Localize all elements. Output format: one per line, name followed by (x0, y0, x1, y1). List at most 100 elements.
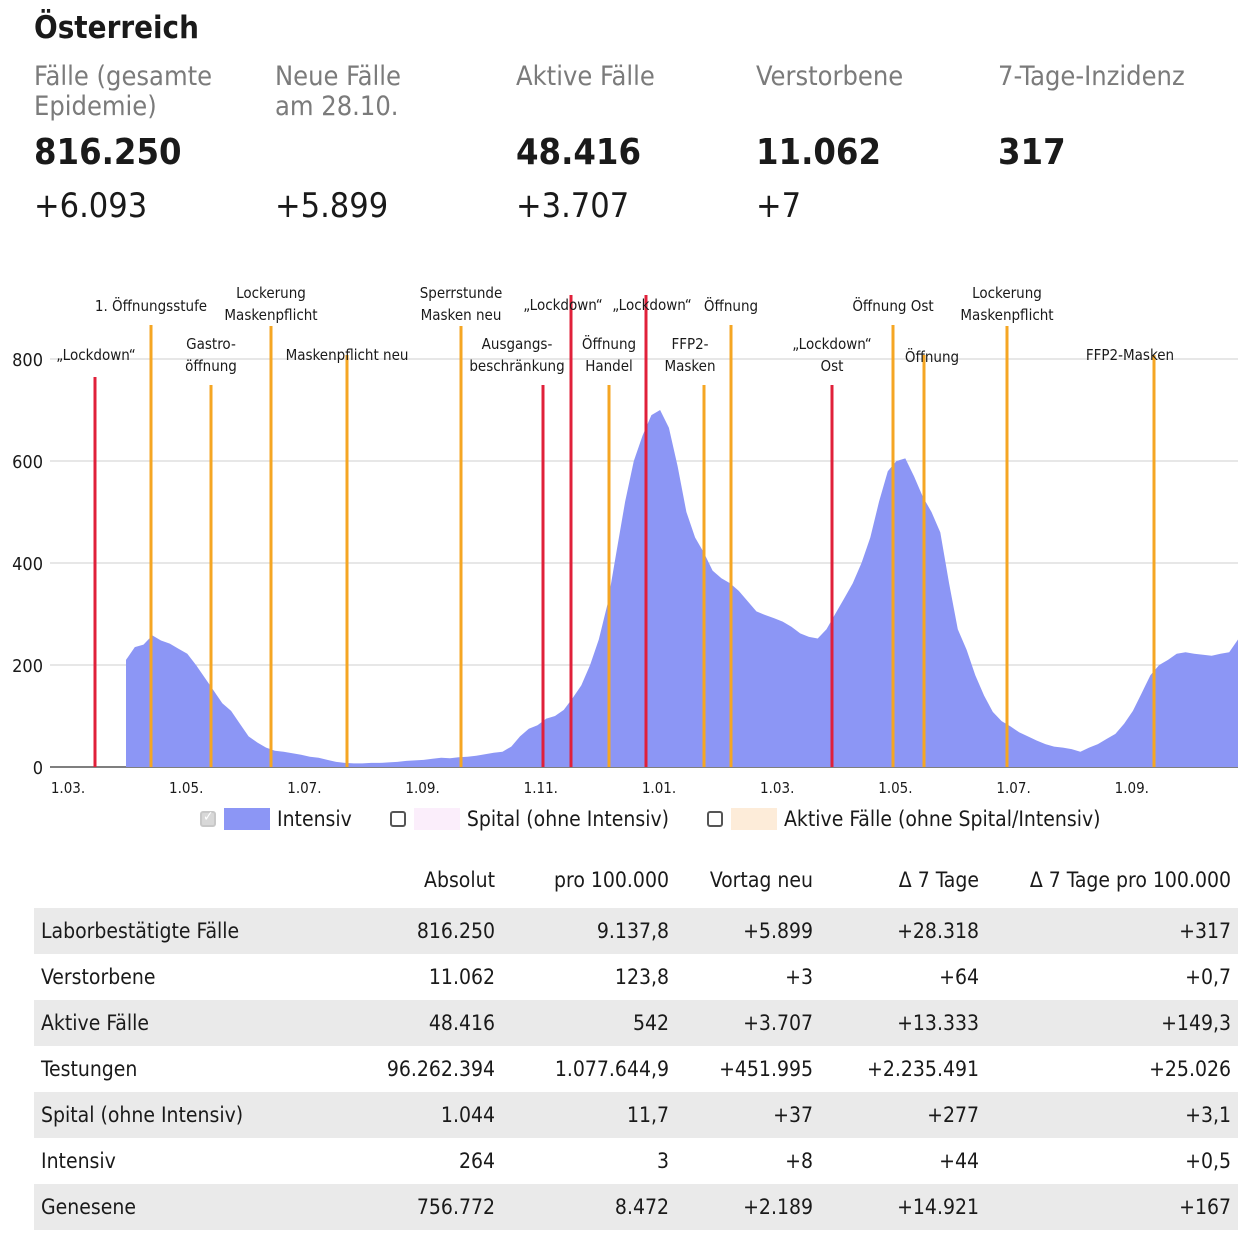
cell-delta-7d-per-100k: +0,7 (1185, 965, 1231, 989)
stat-active-cases: Aktive Fälle 48.416 +3.707 (516, 62, 746, 232)
cell-delta-7d: +2.235.491 (867, 1057, 979, 1081)
cell-absolute: 48.416 (348, 1000, 502, 1046)
stat-new-cases: Neue Fälle am 28.10. +5.899 (275, 62, 505, 232)
x-tick-label: 1.11. (524, 779, 558, 797)
stat-label: 7-Tage-Inzidenz (998, 61, 1185, 92)
row-label: Laborbestätigte Fälle (34, 908, 348, 954)
y-tick-label: 200 (12, 656, 43, 677)
legend-checkbox-intensive[interactable] (200, 809, 216, 827)
stat-value: 816.250 (34, 132, 182, 173)
table-row: Aktive Fälle 48.416 542 +3.707 +13.333 +… (34, 1000, 1238, 1046)
cell-delta-7d: +13.333 (820, 1000, 986, 1046)
cell-prev-day: +451.995 (719, 1057, 813, 1081)
stat-value: 11.062 (756, 132, 881, 173)
cell-delta-7d: +28.318 (820, 908, 986, 954)
stats-panel: Fälle (gesamte Epidemie) 816.250 +6.093 … (34, 62, 1244, 232)
cell-prev-day: +37 (676, 1092, 820, 1138)
row-label: Aktive Fälle (34, 1000, 348, 1046)
cell-absolute: 1.044 (348, 1092, 502, 1138)
event-label: Lockerung Maskenpflicht (224, 284, 317, 324)
table-row: Genesene 756.772 8.472 +2.189 +14.921 +1… (34, 1184, 1238, 1230)
x-tick-label: 1.03. (760, 779, 794, 797)
table-row: Testungen 96.262.394 1.077.644,9 +451.99… (34, 1046, 1238, 1092)
stat-delta: +3.707 (516, 186, 630, 226)
x-tick-label: 1.05. (169, 779, 203, 797)
cell-per-100k: 9.137,8 (502, 908, 676, 954)
legend-swatch-active (731, 808, 778, 830)
y-tick-label: 800 (12, 350, 43, 371)
cell-per-100k: 3 (656, 1149, 669, 1173)
chart-legend: Intensiv Spital (ohne Intensiv) Aktive F… (200, 802, 1139, 836)
event-label: 1. Öffnungsstufe (95, 296, 207, 315)
event-label: Öffnung Ost (852, 296, 933, 315)
y-tick-label: 600 (12, 452, 43, 473)
legend-swatch-hospital (413, 808, 460, 830)
stat-incidence: 7-Tage-Inzidenz 317 (998, 62, 1228, 180)
legend-label: Intensiv (277, 807, 352, 831)
x-tick-label: 1.07. (996, 779, 1030, 797)
cell-per-100k: 8.472 (502, 1184, 676, 1230)
x-tick-label: 1.09. (405, 779, 439, 797)
stat-label: Fälle (gesamte Epidemie) (34, 61, 213, 122)
event-label: Ausgangs-beschränkung (469, 335, 564, 375)
table-row: Intensiv 264 3 +8 +44 +0,5 (34, 1138, 1238, 1184)
cell-delta-7d-per-100k: +317 (986, 908, 1238, 954)
cell-per-100k: 11,7 (502, 1092, 676, 1138)
stat-label: Verstorbene (756, 61, 904, 92)
event-label: „Lockdown“ Ost (792, 335, 872, 375)
column-header: Absolut (424, 868, 495, 892)
x-tick-label: 1.01. (642, 779, 676, 797)
cell-delta-7d: +277 (820, 1092, 986, 1138)
event-label: FFP2-Masken (664, 335, 715, 375)
legend-item-active[interactable]: Aktive Fälle (ohne Spital/Intensiv) (707, 807, 1101, 831)
legend-swatch-intensive (224, 808, 270, 830)
column-header: Vortag neu (709, 868, 813, 892)
table-row: Laborbestätigte Fälle 816.250 9.137,8 +5… (34, 908, 1238, 954)
event-label: „Lockdown“ (523, 296, 603, 314)
column-header (34, 868, 348, 908)
stat-value: 48.416 (516, 132, 641, 173)
event-label: Sperrstunde Masken neu (420, 284, 503, 324)
cell-prev-day: +5.899 (676, 908, 820, 954)
row-label: Spital (ohne Intensiv) (34, 1092, 348, 1138)
stat-delta: +6.093 (34, 186, 148, 226)
cell-absolute: 264 (458, 1149, 495, 1173)
row-label: Testungen (41, 1057, 138, 1081)
cell-delta-7d-per-100k: +3,1 (986, 1092, 1238, 1138)
x-tick-label: 1.09. (1115, 779, 1149, 797)
event-label: Öffnung (905, 347, 959, 366)
cell-delta-7d-per-100k: +25.026 (1149, 1057, 1231, 1081)
cell-delta-7d-per-100k: +167 (986, 1184, 1238, 1230)
cell-per-100k: 123,8 (614, 965, 669, 989)
legend-item-intensive[interactable]: Intensiv (200, 807, 352, 831)
cell-per-100k: 1.077.644,9 (554, 1057, 669, 1081)
cell-delta-7d-per-100k: +0,5 (1185, 1149, 1231, 1173)
stat-deaths: Verstorbene 11.062 +7 (756, 62, 986, 232)
stat-value: 317 (998, 132, 1066, 173)
row-label: Genesene (34, 1184, 348, 1230)
event-label: FFP2-Masken (1086, 346, 1174, 364)
stat-value (275, 126, 505, 180)
column-header: Δ 7 Tage pro 100.000 (1029, 868, 1231, 892)
event-label: Öffnung (704, 296, 758, 315)
event-label: „Lockdown“ (56, 346, 136, 364)
x-tick-label: 1.07. (287, 779, 321, 797)
page-title: Österreich (34, 10, 199, 46)
legend-item-hospital[interactable]: Spital (ohne Intensiv) (389, 807, 670, 831)
statistics-table: Absolut pro 100.000 Vortag neu Δ 7 Tage … (34, 868, 1238, 1230)
legend-checkbox-active[interactable] (707, 811, 724, 827)
cell-delta-7d: +44 (939, 1149, 979, 1173)
legend-label: Spital (ohne Intensiv) (466, 807, 670, 831)
legend-checkbox-hospital[interactable] (389, 811, 406, 827)
event-label: Öffnung Handel (582, 334, 636, 375)
y-tick-label: 0 (33, 758, 43, 779)
cell-absolute: 96.262.394 (386, 1057, 495, 1081)
row-label: Intensiv (41, 1149, 116, 1173)
y-tick-label: 400 (12, 554, 43, 575)
table-header-row: Absolut pro 100.000 Vortag neu Δ 7 Tage … (34, 868, 1238, 908)
intensive-care-chart: 0 200 400 600 800 1.03. 1.05. 1.07. 1.09. 1.11. 1.… (12, 284, 1238, 797)
event-label: Maskenpflicht neu (286, 346, 409, 364)
cell-delta-7d: +14.921 (820, 1184, 986, 1230)
row-label: Verstorbene (41, 965, 156, 989)
x-tick-label: 1.05. (878, 779, 912, 797)
